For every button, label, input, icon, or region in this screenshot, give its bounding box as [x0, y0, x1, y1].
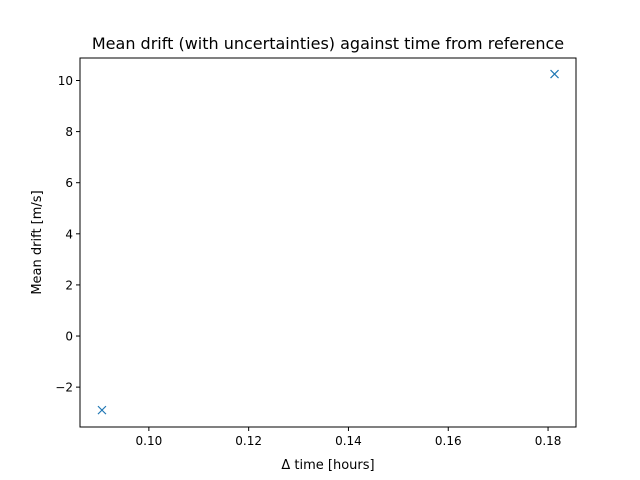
data-point-x-marker	[550, 69, 559, 79]
x-tick-label: 0.12	[235, 434, 262, 448]
marker-stroke	[550, 69, 559, 79]
ticks-layer: 0.10 0.12 0.14 0.16 0.18 −2 0 2 4 6 8 10	[55, 74, 561, 448]
chart-title: Mean drift (with uncertainties) against …	[92, 34, 564, 53]
data-point-x-marker	[97, 405, 107, 415]
y-tick-label: 6	[65, 176, 73, 190]
y-tick-label: 0	[65, 330, 73, 344]
plot-area-frame	[79, 57, 577, 428]
marks-layer	[97, 69, 559, 415]
x-tick-label: 0.10	[136, 434, 163, 448]
y-tick-label: 2	[65, 278, 73, 292]
x-tick-label: 0.14	[335, 434, 362, 448]
x-tick-label: 0.16	[435, 434, 462, 448]
y-tick-label: −2	[55, 381, 73, 395]
y-tick-label: 10	[58, 74, 73, 88]
y-axis-label: Mean drift [m/s]	[30, 190, 45, 294]
marker-stroke	[97, 405, 107, 415]
x-tick-label: 0.18	[535, 434, 562, 448]
y-tick-label: 4	[65, 227, 73, 241]
y-tick-label: 8	[65, 125, 73, 139]
x-axis-label: Δ time [hours]	[281, 458, 374, 473]
